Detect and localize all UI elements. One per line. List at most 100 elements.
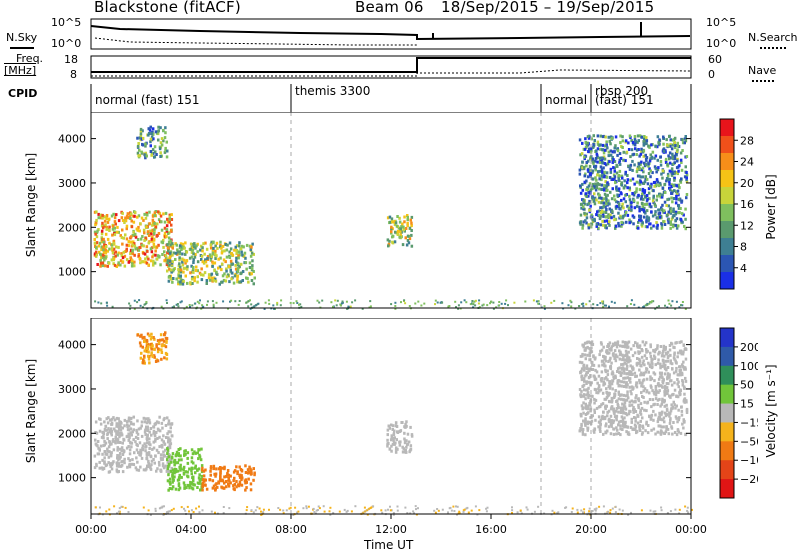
- scatter-cell: [624, 211, 628, 214]
- scatter-cell: [400, 301, 402, 304]
- scatter-cell: [177, 270, 181, 274]
- scatter-cell: [594, 166, 597, 170]
- scatter-cell: [605, 202, 608, 206]
- scatter-cell: [164, 448, 167, 452]
- scatter-cell: [172, 251, 176, 255]
- scatter-cell: [386, 433, 389, 437]
- scatter-cell: [167, 236, 171, 240]
- scatter-cell: [143, 430, 147, 434]
- scatter-cell: [410, 233, 413, 237]
- scatter-cell: [656, 158, 659, 162]
- scatter-cell: [654, 183, 658, 187]
- scatter-cell: [660, 374, 663, 378]
- scatter-cell: [294, 506, 297, 509]
- scatter-cell: [145, 341, 149, 345]
- scatter-cell: [639, 408, 642, 412]
- scatter-cell: [678, 340, 681, 344]
- scatter-cell: [636, 357, 639, 360]
- scatter-cell: [142, 361, 145, 365]
- scatter-cell: [649, 157, 652, 161]
- scatter-cell: [588, 208, 591, 212]
- scatter-cell: [112, 262, 115, 266]
- scatter-cell: [652, 189, 655, 193]
- nsky-label: N.Sky: [6, 31, 38, 44]
- scatter-cell: [398, 440, 401, 444]
- scatter-cell: [99, 444, 103, 448]
- scatter-cell: [635, 204, 639, 208]
- scatter-cell: [666, 172, 670, 176]
- scatter-cell: [117, 417, 120, 421]
- scatter-cell: [222, 278, 226, 282]
- noise-strip-frame: [90, 18, 692, 50]
- scatter-cell: [233, 274, 237, 278]
- scatter-cell: [680, 363, 684, 367]
- scatter-cell: [112, 258, 115, 262]
- scatter-cell: [680, 199, 684, 203]
- scatter-cell: [610, 300, 613, 303]
- scatter-cell: [636, 174, 640, 178]
- scatter-cell: [673, 357, 676, 361]
- scatter-cell: [591, 220, 595, 223]
- scatter-cell: [607, 418, 611, 422]
- scatter-cell: [667, 432, 671, 436]
- scatter-cell: [140, 434, 144, 438]
- x-tick-label: 00:00: [675, 523, 707, 536]
- scatter-cell: [597, 415, 601, 419]
- scatter-cell: [609, 170, 613, 174]
- scatter-cell: [199, 458, 203, 462]
- power-scatter: [93, 125, 689, 310]
- scatter-cell: [408, 226, 412, 230]
- scatter-cell: [632, 400, 635, 404]
- scatter-cell: [603, 397, 606, 401]
- scatter-cell: [613, 194, 616, 198]
- scatter-cell: [602, 201, 606, 205]
- scatter-cell: [666, 198, 669, 202]
- scatter-cell: [659, 404, 662, 408]
- scatter-cell: [673, 431, 677, 434]
- scatter-cell: [627, 412, 631, 416]
- scatter-cell: [652, 194, 655, 198]
- scatter-cell: [495, 306, 498, 309]
- scatter-cell: [632, 193, 636, 197]
- scatter-cell: [612, 427, 615, 431]
- scatter-cell: [163, 150, 167, 154]
- scatter-cell: [582, 207, 585, 211]
- scatter-cell: [101, 264, 105, 268]
- scatter-cell: [584, 172, 587, 176]
- scatter-cell: [607, 150, 611, 154]
- scatter-cell: [110, 214, 114, 218]
- scatter-cell: [147, 417, 150, 421]
- scatter-cell: [606, 193, 609, 197]
- scatter-cell: [120, 449, 123, 453]
- scatter-cell: [659, 417, 662, 421]
- scatter-cell: [165, 155, 169, 159]
- scatter-cell: [209, 465, 213, 469]
- scatter-cell: [615, 185, 618, 189]
- scatter-cell: [182, 472, 186, 476]
- scatter-cell: [590, 137, 593, 141]
- scatter-cell: [154, 130, 158, 134]
- scatter-cell: [316, 299, 319, 302]
- scatter-cell: [654, 397, 658, 401]
- scatter-cell: [670, 167, 674, 171]
- scatter-cell: [676, 189, 680, 193]
- scatter-cell: [649, 343, 652, 347]
- scatter-cell: [601, 359, 604, 363]
- scatter-cell: [653, 180, 657, 184]
- scatter-cell: [666, 408, 669, 412]
- scatter-cell: [225, 255, 229, 259]
- scatter-cell: [621, 402, 624, 406]
- scatter-cell: [630, 205, 633, 209]
- scatter-cell: [583, 379, 586, 383]
- scatter-cell: [113, 216, 117, 220]
- scatter-cell: [613, 356, 617, 360]
- scatter-cell: [685, 155, 689, 158]
- power-colorbar-label: Power [dB]: [764, 174, 778, 240]
- scatter-cell: [168, 480, 172, 484]
- scatter-cell: [404, 449, 407, 452]
- scatter-cell: [162, 418, 165, 422]
- scatter-cell: [214, 472, 218, 476]
- scatter-cell: [609, 414, 613, 418]
- scatter-cell: [607, 135, 610, 139]
- scatter-cell: [602, 302, 605, 305]
